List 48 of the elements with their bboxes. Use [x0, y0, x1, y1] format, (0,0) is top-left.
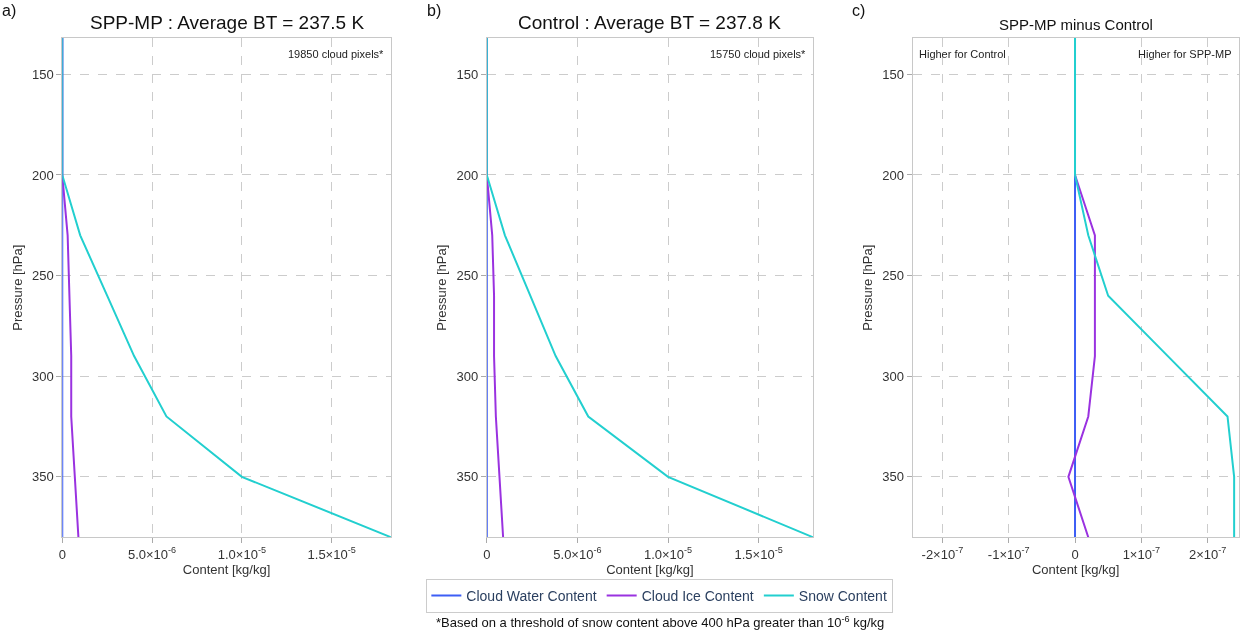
x-tick-label: 0: [58, 546, 66, 562]
legend-label: Cloud Ice Content: [641, 587, 754, 604]
y-tick-label: 250: [31, 268, 54, 284]
y-tick-label: 300: [456, 368, 479, 384]
y-tick-label: 250: [882, 268, 904, 284]
y-tick-label: 150: [456, 66, 479, 82]
x-tick-label: 5.0×10$^{-6}$: [553, 545, 602, 562]
legend-label: Cloud Water Content: [466, 587, 597, 604]
chart-title: SPP-MP minus Control: [999, 16, 1153, 33]
x-tick-label: 1×10$^{-7}$: [1122, 545, 1161, 562]
x-tick-label: -2×10$^{-7}$: [921, 545, 964, 562]
y-tick-label: 200: [882, 167, 904, 183]
x-tick-label: 0: [483, 546, 491, 562]
x-tick-label: 5.0×10$^{-6}$: [127, 545, 177, 562]
annotation: Higher for SPP-MP: [1138, 48, 1232, 60]
x-tick-label: 1.0×10$^{-5}$: [643, 545, 693, 562]
annotation: 15750 cloud pixels*: [710, 48, 807, 60]
y-tick-label: 300: [31, 368, 54, 384]
y-tick-label: 150: [31, 66, 54, 82]
text: c): [852, 2, 866, 19]
x-axis-title: Content [kg/kg]: [1031, 562, 1120, 578]
y-axis-title: Pressure [hPa]: [9, 244, 25, 331]
y-tick-label: 200: [456, 167, 479, 183]
x-tick-label: 1.5×10$^{-5}$: [734, 545, 783, 562]
x-tick-label: 1.5×10$^{-5}$: [307, 545, 356, 562]
y-tick-label: 150: [882, 66, 904, 82]
chart-title: Control : Average BT = 237.8 K: [518, 12, 782, 33]
y-tick-label: 200: [31, 167, 54, 183]
y-tick-label: 300: [882, 368, 904, 384]
annotation: Higher for Control: [919, 48, 1006, 60]
y-axis-title: Pressure [hPa]: [434, 244, 450, 331]
y-tick-label: 250: [456, 268, 479, 284]
annotation: 19850 cloud pixels*: [288, 48, 385, 60]
x-tick-label: 0: [1071, 546, 1079, 562]
legend-label: Snow Content: [798, 587, 887, 604]
chart-title: SPP-MP : Average BT = 237.5 K: [90, 12, 365, 33]
x-tick-label: 2×10$^{-7}$: [1188, 545, 1227, 562]
text: *Based on a threshold of snow content above 400 hPa greater than 10$^{-6}$ kg/kg: [436, 614, 885, 631]
text: b): [427, 2, 442, 19]
x-axis-title: Content [kg/kg]: [182, 562, 271, 578]
x-tick-label: 1.0×10$^{-5}$: [217, 545, 266, 562]
y-tick-label: 350: [456, 469, 479, 485]
y-tick-label: 350: [31, 469, 54, 485]
y-axis-title: Pressure [hPa]: [860, 244, 876, 331]
x-tick-label: -1×10$^{-7}$: [987, 545, 1030, 562]
x-axis-title: Content [kg/kg]: [606, 562, 694, 578]
text: a): [2, 2, 17, 19]
y-tick-label: 350: [882, 469, 904, 485]
